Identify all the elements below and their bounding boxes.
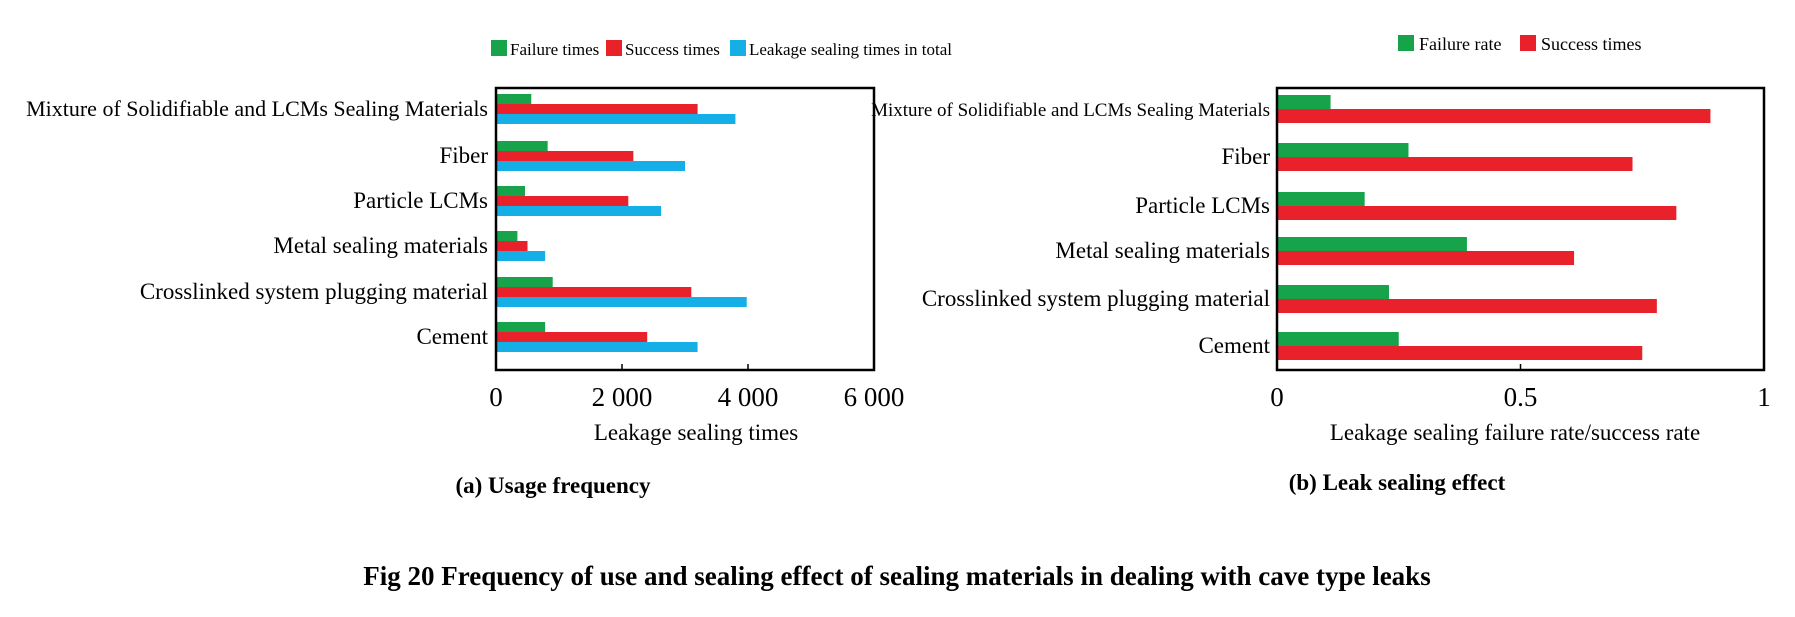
bar-leakage-sealing-times-in-total-mixture-of-solidifiable-and-lcms-sealing-materials <box>496 114 736 124</box>
x-tick-label-0: 0 <box>1270 382 1284 412</box>
y-labels-b: Mixture of Solidifiable and LCMs Sealing… <box>871 100 1271 358</box>
bar-failure-times-cement <box>496 322 546 332</box>
bar-failure-times-mixture-of-solidifiable-and-lcms-sealing-materials <box>496 94 532 104</box>
bar-leakage-sealing-times-in-total-particle-lcms <box>496 206 662 216</box>
x-tick-label-3: 6 000 <box>844 382 905 412</box>
legend-swatch-success-times <box>1520 35 1536 51</box>
bar-success-times-metal-sealing-materials <box>496 241 528 251</box>
category-label-particle-lcms: Particle LCMs <box>353 188 488 213</box>
x-ticks-b: 0 0.5 1 <box>1270 364 1771 412</box>
legend-b: Failure rate Success times <box>1398 34 1642 54</box>
bar-leakage-sealing-times-in-total-fiber <box>496 161 685 171</box>
bar-success-times-mixture-of-solidifiable-and-lcms-sealing-materials <box>1277 109 1711 123</box>
bar-success-times-crosslinked-system-plugging-material <box>496 287 692 297</box>
x-axis-label-b: Leakage sealing failure rate/success rat… <box>1330 420 1700 445</box>
bars-a <box>496 94 747 352</box>
bar-failure-rate-fiber <box>1277 143 1409 157</box>
legend-a: Failure times Success times Leakage sealin… <box>491 40 952 59</box>
subtitle-a: (a) Usage frequency <box>455 473 651 498</box>
x-tick-label-0: 0 <box>489 382 503 412</box>
y-labels-a: Mixture of Solidifiable and LCMs Sealing… <box>26 96 489 349</box>
bar-success-times-cement <box>1277 346 1643 360</box>
category-label-mixture-of-solidifiable-and-lcms-sealing-materials: Mixture of Solidifiable and LCMs Sealing… <box>26 96 488 121</box>
bar-leakage-sealing-times-in-total-crosslinked-system-plugging-material <box>496 297 747 307</box>
category-label-metal-sealing-materials: Metal sealing materials <box>273 233 488 258</box>
legend-label-success-times: Success times <box>625 40 720 59</box>
legend-swatch-leakage-sealing-times-in-total <box>730 40 746 56</box>
bar-success-times-mixture-of-solidifiable-and-lcms-sealing-materials <box>496 104 698 114</box>
category-label-metal-sealing-materials: Metal sealing materials <box>1055 238 1270 263</box>
subtitle-b: (b) Leak sealing effect <box>1289 470 1506 495</box>
legend-swatch-failure-times <box>491 40 507 56</box>
bar-success-times-cement <box>496 332 648 342</box>
figure-caption: Fig 20 Frequency of use and sealing effe… <box>363 561 1430 591</box>
bar-leakage-sealing-times-in-total-cement <box>496 342 698 352</box>
category-label-cement: Cement <box>1198 333 1270 358</box>
category-label-fiber: Fiber <box>439 143 488 168</box>
x-tick-label-2: 1 <box>1757 382 1771 412</box>
category-label-cement: Cement <box>416 324 488 349</box>
bar-success-times-fiber <box>496 151 634 161</box>
bar-failure-times-metal-sealing-materials <box>496 231 518 241</box>
bar-failure-times-crosslinked-system-plugging-material <box>496 277 553 287</box>
bar-failure-rate-cement <box>1277 332 1399 346</box>
bar-failure-times-particle-lcms <box>496 186 525 196</box>
x-axis-label-a: Leakage sealing times <box>594 420 798 445</box>
legend-swatch-failure-rate <box>1398 35 1414 51</box>
plot-frame-b <box>1275 86 1766 372</box>
bar-failure-rate-mixture-of-solidifiable-and-lcms-sealing-materials <box>1277 95 1331 109</box>
legend-swatch-success-times <box>606 40 622 56</box>
category-label-particle-lcms: Particle LCMs <box>1135 193 1270 218</box>
bar-success-times-crosslinked-system-plugging-material <box>1277 299 1657 313</box>
plot-frame-a <box>494 86 876 372</box>
legend-label-success-times: Success times <box>1541 34 1642 54</box>
category-label-mixture-of-solidifiable-and-lcms-sealing-materials: Mixture of Solidifiable and LCMs Sealing… <box>871 100 1270 121</box>
legend-label-failure-times: Failure times <box>510 40 599 59</box>
bar-success-times-fiber <box>1277 157 1633 171</box>
category-label-crosslinked-system-plugging-material: Crosslinked system plugging material <box>922 286 1270 311</box>
bar-success-times-particle-lcms <box>1277 206 1677 220</box>
x-tick-label-2: 4 000 <box>718 382 779 412</box>
bar-failure-rate-crosslinked-system-plugging-material <box>1277 285 1390 299</box>
bar-failure-times-fiber <box>496 141 548 151</box>
legend-label-leakage-sealing-times-in-total: Leakage sealing times in total <box>749 40 952 59</box>
bar-leakage-sealing-times-in-total-metal-sealing-materials <box>496 251 546 261</box>
category-label-crosslinked-system-plugging-material: Crosslinked system plugging material <box>140 279 488 304</box>
bar-success-times-particle-lcms <box>496 196 629 206</box>
x-tick-label-1: 2 000 <box>592 382 653 412</box>
x-ticks-a: 0 2 000 4 000 6 000 <box>489 364 904 412</box>
category-label-fiber: Fiber <box>1221 144 1270 169</box>
bars-b <box>1277 95 1711 360</box>
chart-usage-frequency: Failure times Success times Leakage sealin… <box>26 40 952 498</box>
x-tick-label-1: 0.5 <box>1504 382 1538 412</box>
bar-failure-rate-metal-sealing-materials <box>1277 237 1467 251</box>
legend-label-failure-rate: Failure rate <box>1419 34 1501 54</box>
chart-leak-sealing-effect: Failure rate Success times Mixture of Sol… <box>871 34 1771 495</box>
bar-failure-rate-particle-lcms <box>1277 192 1365 206</box>
bar-success-times-metal-sealing-materials <box>1277 251 1575 265</box>
